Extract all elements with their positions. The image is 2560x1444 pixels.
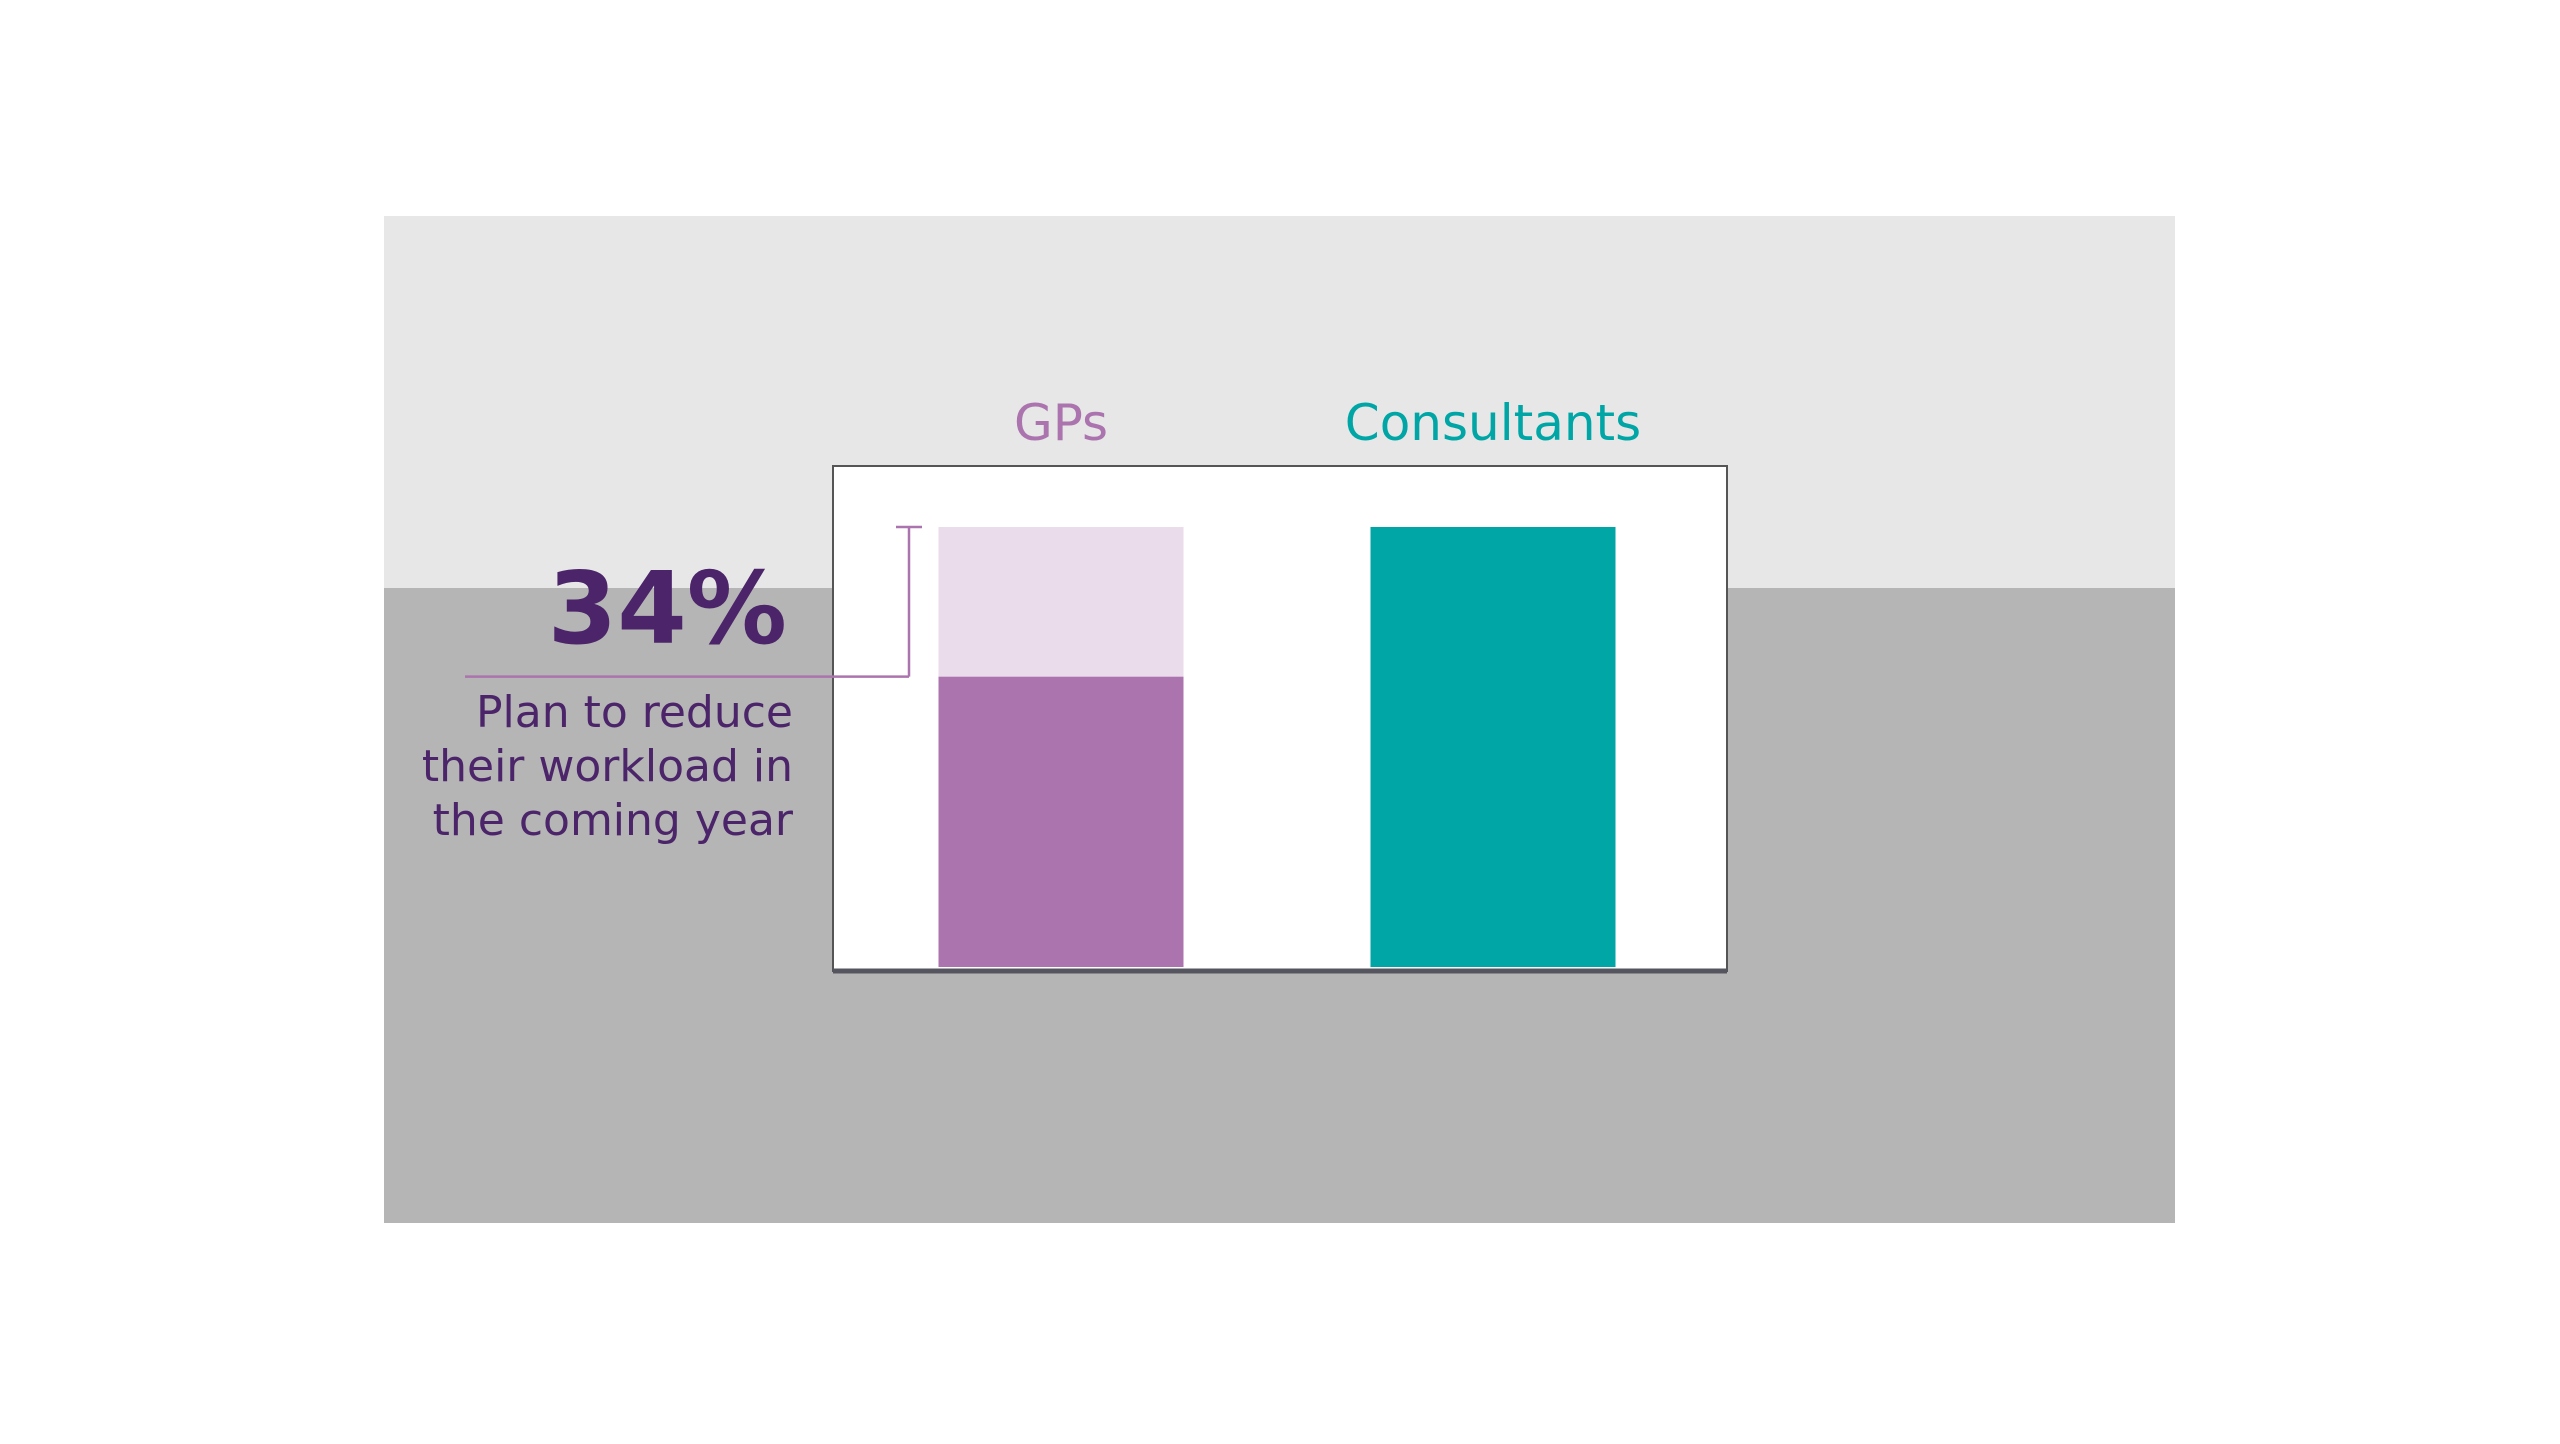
bar (938, 676, 1184, 967)
bar (938, 527, 1184, 677)
annotation-text: their workload in (422, 741, 793, 792)
bar (1370, 527, 1616, 967)
category-label: Consultants (1345, 394, 1641, 452)
annotation-text: Plan to reduce (476, 687, 793, 738)
annotation-text: the coming year (433, 795, 794, 846)
category-label: GPs (1014, 394, 1108, 452)
annotation-value: 34% (548, 550, 787, 667)
